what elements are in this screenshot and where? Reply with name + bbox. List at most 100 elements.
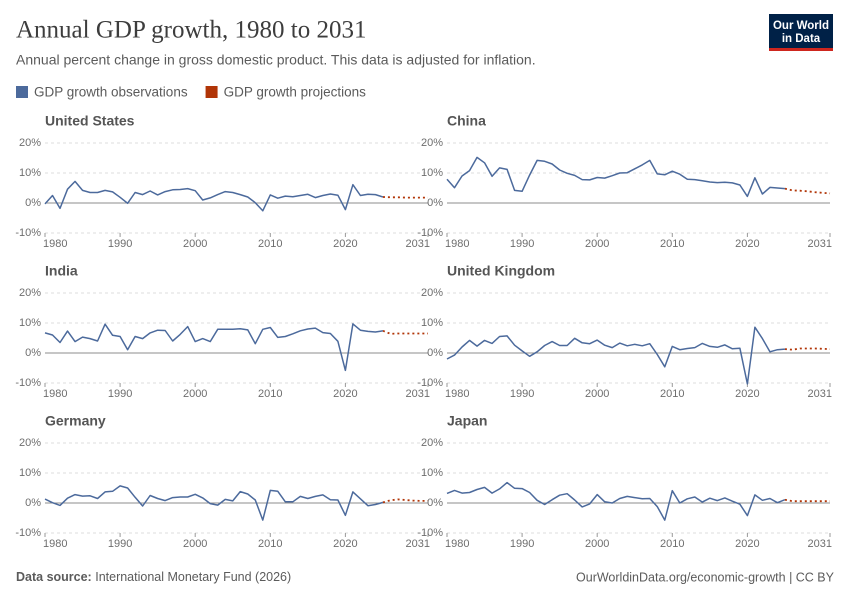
- x-tick-label: 2000: [183, 388, 207, 400]
- x-tick-label: 2020: [735, 388, 759, 400]
- source-label: Data source:: [16, 570, 92, 584]
- y-tick-label: -10%: [417, 377, 443, 389]
- y-tick-label: 10%: [19, 467, 41, 479]
- x-tick-label: 1990: [108, 538, 132, 550]
- x-tick-label: 2000: [585, 538, 609, 550]
- y-tick-label: 10%: [19, 167, 41, 179]
- x-tick-label: 2000: [585, 238, 609, 250]
- panel: United Kingdom -10% 0% 10% 20% 1980 1990 2000 20…: [417, 263, 832, 400]
- panel: Germany -10% 0% 10% 20% 1980 1990 2000 2010 2020 2…: [15, 413, 430, 550]
- y-tick-label: 0%: [25, 497, 41, 509]
- projection-line: [784, 347, 831, 351]
- projection-line: [784, 498, 830, 503]
- x-tick-label: 2010: [258, 538, 282, 550]
- x-tick-label: 2020: [333, 388, 357, 400]
- chart-subtitle: Annual percent change in gross domestic …: [16, 52, 536, 68]
- x-tick-label: 2031: [406, 538, 430, 550]
- x-tick-label: 2020: [333, 538, 357, 550]
- legend-item: GDP growth observations: [16, 85, 188, 100]
- observation-line: [44, 323, 384, 372]
- x-tick-label: 2031: [808, 238, 832, 250]
- legend-label: GDP growth projections: [224, 85, 367, 100]
- panel: China -10% 0% 10% 20% 1980 1990 2000 2010 2020 203…: [417, 113, 832, 250]
- panel-title: China: [447, 113, 486, 129]
- logo-text: Our World: [773, 20, 829, 32]
- x-tick-label: 1980: [445, 538, 469, 550]
- x-tick-label: 2020: [735, 238, 759, 250]
- y-tick-label: 0%: [25, 347, 41, 359]
- x-tick-label: 2031: [406, 388, 430, 400]
- y-tick-label: -10%: [15, 377, 41, 389]
- legend-swatch: [16, 86, 28, 98]
- panel-title: Japan: [447, 413, 487, 429]
- x-tick-label: 2020: [735, 538, 759, 550]
- panel-title: Germany: [45, 413, 106, 429]
- y-tick-label: 20%: [19, 137, 41, 149]
- panel-title: United States: [45, 113, 135, 129]
- panel: Japan -10% 0% 10% 20% 1980 1990 2000 2010 2020 203…: [417, 413, 832, 550]
- x-tick-label: 2031: [808, 388, 832, 400]
- y-tick-label: -10%: [417, 527, 443, 539]
- x-tick-label: 2000: [585, 388, 609, 400]
- y-tick-label: 10%: [421, 467, 443, 479]
- projection-line: [382, 329, 428, 335]
- chart-title: Annual GDP growth, 1980 to 2031: [16, 17, 366, 44]
- legend-item: GDP growth projections: [205, 85, 367, 100]
- x-tick-label: 2010: [258, 238, 282, 250]
- y-tick-label: 0%: [25, 197, 41, 209]
- projection-line: [784, 187, 831, 195]
- observation-line: [44, 485, 384, 521]
- y-tick-label: 20%: [19, 437, 41, 449]
- y-tick-label: 10%: [421, 167, 443, 179]
- y-tick-label: 10%: [19, 317, 41, 329]
- y-tick-label: -10%: [15, 527, 41, 539]
- x-tick-label: 1980: [445, 388, 469, 400]
- source-text[interactable]: International Monetary Fund (2026): [95, 570, 291, 584]
- observation-line: [44, 180, 384, 212]
- x-tick-label: 2031: [406, 238, 430, 250]
- y-tick-label: 10%: [421, 317, 443, 329]
- source: Data source: International Monetary Fund…: [16, 570, 291, 584]
- x-tick-label: 2031: [808, 538, 832, 550]
- y-tick-label: 20%: [421, 437, 443, 449]
- y-tick-label: 20%: [421, 137, 443, 149]
- credit[interactable]: OurWorldinData.org/economic-growth | CC …: [576, 570, 835, 584]
- x-tick-label: 1990: [108, 238, 132, 250]
- x-tick-label: 1990: [510, 538, 534, 550]
- logo-box: [769, 14, 833, 50]
- x-tick-label: 1990: [510, 388, 534, 400]
- legend-swatch: [205, 86, 218, 98]
- observation-line: [446, 326, 785, 385]
- x-tick-label: 1980: [43, 538, 67, 550]
- logo-text: in Data: [782, 33, 821, 45]
- panel-title: United Kingdom: [447, 263, 555, 279]
- y-tick-label: 0%: [427, 197, 443, 209]
- panel-title: India: [45, 263, 78, 279]
- x-tick-label: 2000: [183, 538, 207, 550]
- x-tick-label: 2010: [660, 538, 684, 550]
- logo[interactable]: Our World in Data: [769, 14, 833, 51]
- x-tick-label: 1980: [43, 388, 67, 400]
- panel: United States -10% 0% 10% 20% 1980 1990 2000 201…: [15, 113, 430, 250]
- projection-line: [382, 498, 428, 504]
- logo-underline: [769, 48, 833, 51]
- panel: India -10% 0% 10% 20% 1980 1990 2000 2010 2020 203…: [15, 263, 430, 400]
- projection-line: [382, 196, 428, 199]
- y-tick-label: 0%: [427, 347, 443, 359]
- legend-label: GDP growth observations: [34, 85, 188, 100]
- x-tick-label: 2000: [183, 238, 207, 250]
- y-tick-label: -10%: [15, 227, 41, 239]
- x-tick-label: 2010: [660, 388, 684, 400]
- x-tick-label: 2010: [258, 388, 282, 400]
- observation-line: [446, 156, 785, 198]
- x-tick-label: 2010: [660, 238, 684, 250]
- observation-line: [446, 481, 786, 521]
- y-tick-label: -10%: [417, 227, 443, 239]
- y-tick-label: 20%: [421, 287, 443, 299]
- x-tick-label: 1990: [510, 238, 534, 250]
- y-tick-label: 20%: [19, 287, 41, 299]
- x-tick-label: 1980: [445, 238, 469, 250]
- y-tick-label: 0%: [427, 497, 443, 509]
- x-tick-label: 1980: [43, 238, 67, 250]
